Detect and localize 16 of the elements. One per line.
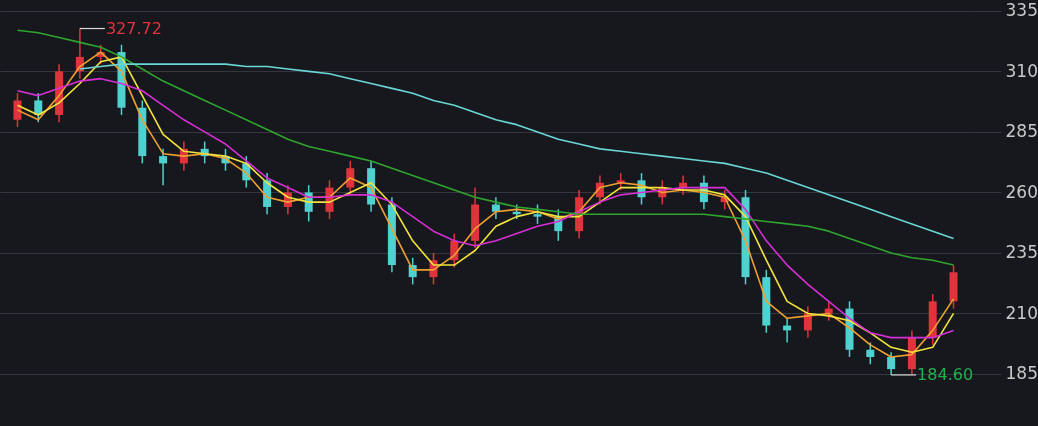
candlestick — [34, 92, 43, 123]
candlestick — [346, 160, 355, 196]
candlestick — [13, 92, 22, 128]
y-tick-label: 335 — [1005, 0, 1038, 21]
candlestick — [866, 341, 875, 366]
candlestick — [887, 351, 896, 376]
annotation: 327.72 — [105, 18, 162, 38]
y-tick-label: 235 — [1005, 242, 1038, 263]
y-tick-label: 310 — [1005, 60, 1038, 81]
y-tick-label: 185 — [1005, 363, 1038, 384]
y-tick-label: 285 — [1005, 121, 1038, 142]
y-tick-label: 260 — [1005, 181, 1038, 202]
candlestick — [533, 203, 542, 225]
annotation: 184.60 — [917, 364, 974, 384]
y-tick-label: 210 — [1005, 302, 1038, 323]
candlestick — [159, 148, 168, 186]
